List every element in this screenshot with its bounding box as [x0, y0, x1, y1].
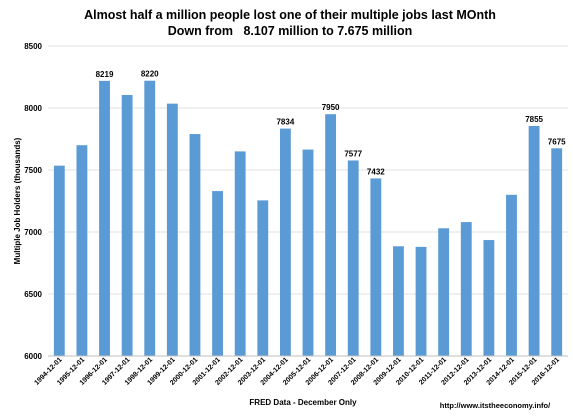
- bar: [279, 128, 291, 356]
- data-label: 7675: [548, 137, 566, 146]
- x-axis-title: FRED Data - December Only: [249, 398, 357, 407]
- bar: [528, 125, 540, 356]
- y-tick-label: 6000: [24, 352, 42, 361]
- y-axis-title: Multiple Job Holders (thousands): [13, 137, 22, 264]
- bar: [438, 228, 450, 356]
- data-label: 7834: [276, 118, 294, 127]
- chart-subtitle: Down from 8.107 million to 7.675 million: [168, 24, 413, 38]
- chart-title: Almost half a million people lost one of…: [84, 8, 496, 22]
- data-label: 7950: [322, 103, 340, 112]
- y-tick-label: 6500: [24, 290, 42, 299]
- y-tick-label: 8500: [24, 42, 42, 51]
- bar: [76, 145, 88, 356]
- bar: [370, 178, 382, 356]
- data-label: 7432: [367, 167, 385, 176]
- data-label: 8219: [96, 70, 114, 79]
- bar: [189, 134, 201, 356]
- y-tick-label: 7000: [24, 228, 42, 237]
- data-label: 7855: [525, 115, 543, 124]
- bar: [212, 191, 223, 356]
- bar: [347, 160, 359, 356]
- bar: [166, 103, 178, 356]
- bar: [393, 246, 404, 356]
- y-axis-ticks: 6000 6500 7000 7500 8000 8500: [24, 42, 42, 361]
- bar: [302, 149, 314, 356]
- bar: [53, 165, 65, 356]
- y-tick-label: 8000: [24, 104, 42, 113]
- bar: [121, 94, 133, 356]
- bar: [257, 200, 269, 356]
- source-note: http://www.itstheeconomy.info/: [440, 401, 551, 410]
- data-label: 7577: [344, 149, 362, 158]
- bar: [415, 246, 427, 356]
- y-tick-label: 7500: [24, 166, 42, 175]
- bar: [551, 148, 563, 356]
- bar: [234, 151, 246, 356]
- data-labels: 8219 8220 7834 7950 7577 7432 7855 7675: [96, 70, 567, 177]
- bar: [483, 240, 495, 356]
- bar: [144, 80, 156, 356]
- data-label: 8220: [141, 70, 159, 79]
- bar: [460, 222, 472, 356]
- bar: [506, 194, 517, 356]
- bars: [53, 80, 563, 357]
- bar: [99, 80, 110, 357]
- bar: [325, 114, 337, 356]
